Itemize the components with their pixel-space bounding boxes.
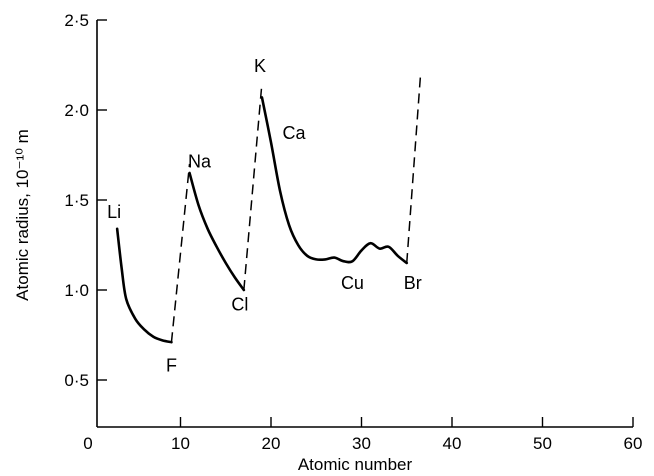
element-label-na: Na	[188, 152, 212, 172]
y-tick-label: 2·0	[64, 101, 89, 120]
x-tick-label: 30	[352, 434, 371, 453]
period-curve	[260, 96, 409, 265]
element-label-li: Li	[107, 202, 121, 222]
y-tick-label: 2·5	[64, 11, 89, 30]
element-label-cu: Cu	[341, 273, 364, 293]
x-tick-label: 60	[624, 434, 643, 453]
period-curve	[115, 227, 173, 344]
dashed-period-connector	[170, 163, 191, 343]
x-tick-label: 50	[533, 434, 552, 453]
dashed-period-connector	[243, 82, 263, 291]
y-tick-label: 1·5	[64, 191, 89, 210]
x-tick-label: 20	[262, 434, 281, 453]
x-tick-label: 0	[83, 434, 92, 453]
element-label-f: F	[166, 356, 177, 376]
element-label-k: K	[254, 56, 266, 76]
x-tick-label: 40	[443, 434, 462, 453]
element-labels: Li F Na Cl K Ca Cu Br	[107, 56, 422, 375]
y-axis: 0·5 1·0 1·5 2·0 2·5	[64, 11, 107, 427]
y-tick-label: 0·5	[64, 371, 89, 390]
x-tick-label: 10	[171, 434, 190, 453]
element-label-ca: Ca	[283, 123, 307, 143]
dashed-period-connector	[406, 77, 422, 264]
plot-curves	[115, 77, 422, 344]
element-label-cl: Cl	[231, 294, 248, 314]
y-axis-title: Atomic radius, 10⁻¹⁰ m	[13, 129, 32, 301]
x-axis: 0 10 20 30 40 50 60	[83, 417, 642, 453]
y-tick-label: 1·0	[64, 281, 89, 300]
period-curve	[188, 171, 246, 292]
x-axis-title: Atomic number	[298, 455, 413, 474]
element-label-br: Br	[404, 273, 422, 293]
